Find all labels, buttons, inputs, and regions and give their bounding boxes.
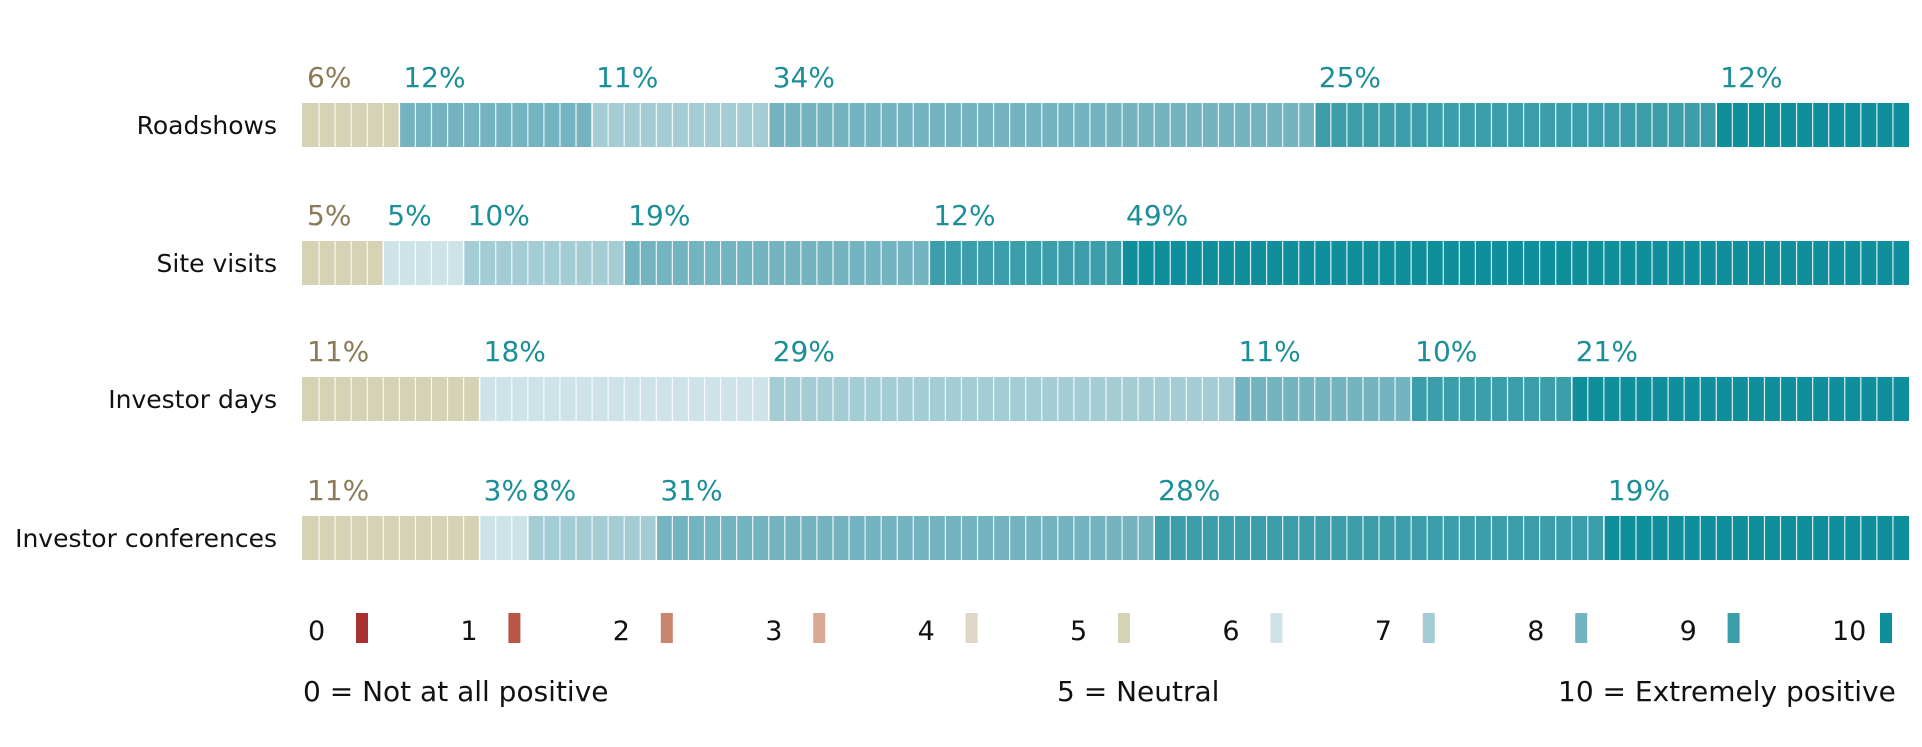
bar-segment [1603, 516, 1909, 560]
data-label: 11% [307, 474, 369, 507]
legend-label: 5 [1070, 616, 1087, 647]
legend: 0 1 2 3 4 5 6 7 8 9 10 [308, 613, 1892, 647]
legend-label: 0 [308, 616, 325, 647]
bar-segment [1234, 377, 1412, 421]
scale-note-high: 10 = Extremely positive [1558, 675, 1896, 708]
legend-label: 2 [613, 616, 630, 647]
data-label: 28% [1158, 474, 1220, 507]
data-label: 25% [1319, 61, 1381, 94]
legend-swatch [508, 613, 521, 643]
legend-swatch [813, 613, 826, 643]
data-label: 3% [484, 474, 528, 507]
bar-segment [624, 241, 930, 285]
legend-swatch [660, 613, 673, 643]
scale-note-neutral: 5 = Neutral [1057, 675, 1219, 708]
legend-label: 10 [1832, 616, 1866, 647]
legend-label: 9 [1680, 616, 1697, 647]
bar-segment [303, 377, 480, 421]
row-label: Site visits [157, 249, 277, 278]
data-label: 49% [1126, 199, 1188, 232]
legend-label: 3 [765, 616, 782, 647]
bar-segment [656, 516, 1155, 560]
data-label: 18% [484, 335, 546, 368]
data-label: 8% [532, 474, 576, 507]
legend-swatch [965, 613, 978, 643]
bar-segment [1571, 377, 1909, 421]
bar-segment [383, 241, 464, 285]
bar-segment [768, 377, 1235, 421]
scale-notes: 0 = Not at all positive 5 = Neutral 10 =… [303, 675, 1896, 708]
bar-row: Roadshows 6% 12% 11% 34% 25% 12% [137, 61, 1909, 147]
bars-layer: Roadshows 6% 12% 11% 34% 25% 12% Site visits 5% 5… [15, 61, 1909, 560]
legend-swatch [1727, 613, 1740, 643]
row-label: Investor conferences [15, 524, 277, 553]
bar-row: Site visits 5% 5% 10% 19% 12% 49% [157, 199, 1909, 285]
bar-row: Investor conferences 11% 3% 8% 31% 28% 19% [15, 474, 1909, 560]
legend-item: 2 [613, 613, 673, 647]
data-label: 34% [773, 61, 835, 94]
data-label: 12% [403, 61, 465, 94]
legend-item: 7 [1375, 613, 1435, 647]
data-label: 12% [1720, 61, 1782, 94]
legend-swatch [1270, 613, 1283, 643]
legend-item: 0 [308, 613, 368, 647]
legend-swatch [1118, 613, 1130, 643]
row-label: Investor days [108, 385, 277, 414]
legend-label: 1 [460, 616, 477, 647]
data-label: 11% [1238, 335, 1300, 368]
data-label: 11% [307, 335, 369, 368]
legend-swatch [1575, 613, 1588, 643]
legend-swatch [356, 613, 368, 643]
legend-item: 4 [918, 613, 978, 647]
legend-item: 10 [1832, 613, 1892, 647]
bar-segment [303, 241, 384, 285]
legend-item: 9 [1680, 613, 1740, 647]
data-label: 31% [660, 474, 722, 507]
legend-item: 1 [460, 613, 521, 647]
legend-label: 4 [918, 616, 935, 647]
data-label: 5% [387, 199, 431, 232]
data-label: 12% [933, 199, 995, 232]
legend-item: 5 [1070, 613, 1130, 647]
bar-segment [592, 103, 769, 147]
data-label: 10% [468, 199, 530, 232]
legend-label: 6 [1222, 616, 1239, 647]
data-label: 19% [1608, 474, 1670, 507]
legend-item: 6 [1222, 613, 1283, 647]
bar-segment [479, 516, 528, 560]
bar-segment [303, 516, 480, 560]
data-label: 6% [307, 61, 351, 94]
data-label: 11% [596, 61, 658, 94]
data-label: 29% [773, 335, 835, 368]
bar-segment [1314, 103, 1717, 147]
bar-segment [1122, 241, 1909, 285]
legend-swatch [1880, 613, 1892, 643]
legend-item: 3 [765, 613, 826, 647]
row-label: Roadshows [137, 111, 277, 140]
bar-row: Investor days 11% 18% 29% 11% 10% 21% [108, 335, 1909, 421]
legend-label: 8 [1527, 616, 1544, 647]
legend-label: 7 [1375, 616, 1392, 647]
data-label: 10% [1415, 335, 1477, 368]
data-label: 21% [1576, 335, 1638, 368]
legend-swatch [1422, 613, 1435, 643]
legend-item: 8 [1527, 613, 1588, 647]
data-label: 19% [628, 199, 690, 232]
scale-note-low: 0 = Not at all positive [303, 675, 609, 708]
data-label: 5% [307, 199, 351, 232]
